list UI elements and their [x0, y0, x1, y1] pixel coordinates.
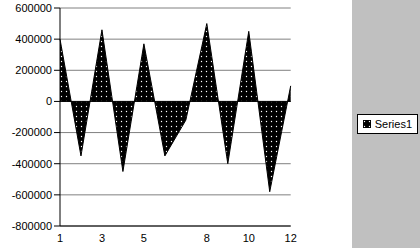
svg-text:5: 5	[141, 232, 147, 244]
svg-text:-800000: -800000	[12, 220, 52, 232]
svg-text:0: 0	[46, 95, 52, 107]
svg-text:400000: 400000	[15, 33, 52, 45]
svg-text:600000: 600000	[15, 2, 52, 14]
html-text:Series1: Series1	[374, 118, 412, 130]
svg-text:-200000: -200000	[12, 126, 52, 138]
svg-text:-600000: -600000	[12, 189, 52, 201]
svg-text:3: 3	[99, 232, 105, 244]
svg-text:1: 1	[57, 232, 63, 244]
svg-text:8: 8	[204, 232, 210, 244]
svg-text:-400000: -400000	[12, 158, 52, 170]
svg-text:10: 10	[243, 232, 255, 244]
svg-text:12: 12	[285, 232, 297, 244]
svg-text:200000: 200000	[15, 64, 52, 76]
